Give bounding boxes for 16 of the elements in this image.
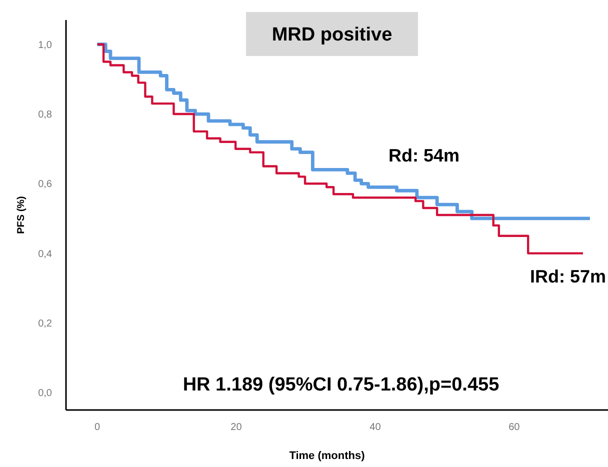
x-axis-title: Time (months) [289, 450, 366, 462]
x-tick-label: 40 [370, 422, 382, 433]
chart-title: MRD positive [272, 24, 392, 46]
annotation: HR 1.189 (95%CI 0.75-1.86),p=0.455 [182, 374, 500, 396]
y-axis-title: PFS (%) [16, 196, 27, 234]
y-tick-label: 1,0 [38, 40, 52, 51]
y-tick-label: 0,0 [38, 388, 52, 400]
x-tick-label: 60 [508, 422, 520, 433]
y-tick-label: 0,6 [38, 179, 52, 190]
y-tick-label: 0,2 [38, 318, 52, 330]
annotation: IRd: 57m [530, 266, 606, 286]
y-tick-label: 0,4 [38, 248, 52, 260]
annotation: Rd: 54m [388, 145, 460, 166]
y-tick-label: 0,8 [38, 110, 52, 121]
x-tick-label: 20 [230, 422, 242, 433]
x-tick-label: 0 [94, 422, 100, 433]
